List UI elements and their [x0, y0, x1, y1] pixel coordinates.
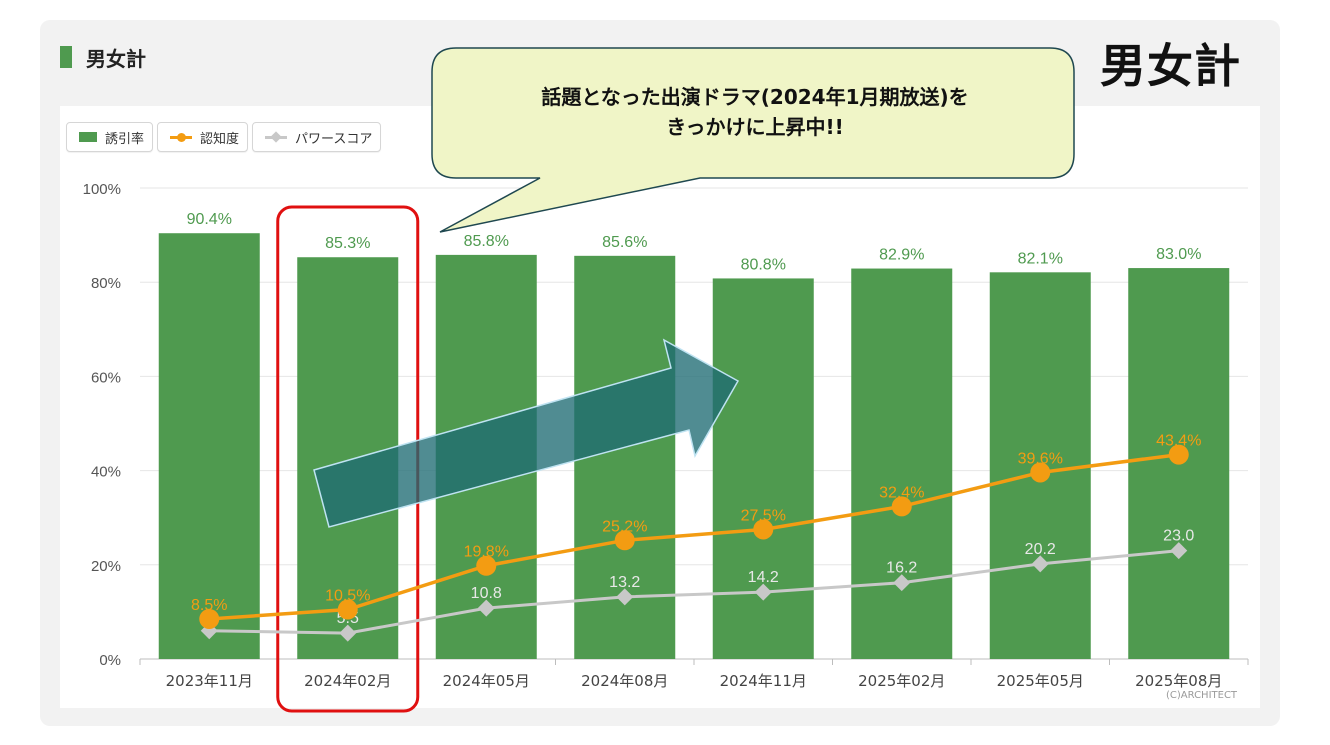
awareness-label: 10.5% — [325, 588, 370, 605]
callout-bubble — [431, 47, 1075, 233]
bar — [158, 233, 260, 659]
bar-label: 85.3% — [325, 235, 370, 252]
bar-label: 82.9% — [879, 247, 924, 264]
panel-title: 男女計 — [86, 46, 146, 71]
x-tick-label: 2024年08月 — [581, 672, 668, 690]
awareness-label: 27.5% — [741, 507, 786, 524]
bar — [851, 268, 953, 659]
big-title: 男女計 — [1100, 39, 1241, 93]
y-tick-label: 60% — [91, 369, 121, 386]
chart-legend: 誘引率 認知度 パワースコア — [66, 122, 382, 152]
bar — [712, 278, 814, 659]
power-point — [616, 588, 634, 606]
callout-text: 話題となった出演ドラマ(2024年1月期放送)を きっかけに上昇中!! — [440, 82, 1070, 142]
awareness-point — [1168, 444, 1189, 465]
x-tick-label: 2025年02月 — [858, 672, 945, 690]
power-label: 23.0 — [1163, 528, 1194, 545]
power-point — [339, 624, 357, 642]
awareness-point — [337, 599, 358, 620]
legend-bar-label: 誘引率 — [105, 131, 145, 147]
power-label: 10.8 — [471, 585, 502, 602]
power-point — [477, 599, 495, 617]
awareness-point — [199, 608, 220, 629]
power-label: 16.2 — [886, 560, 917, 577]
bar-label: 85.8% — [464, 233, 509, 250]
panel-header: 男女計 — [60, 44, 146, 71]
x-tick-label: 2023年11月 — [166, 672, 253, 690]
bar-label: 80.8% — [741, 256, 786, 273]
legend-item-power[interactable]: パワースコア — [252, 122, 382, 152]
legend-bar-swatch — [79, 132, 97, 142]
x-tick-label: 2025年05月 — [997, 672, 1084, 690]
power-label: 14.2 — [748, 569, 779, 586]
power-point — [754, 583, 772, 601]
legend-item-awareness[interactable]: 認知度 — [157, 122, 249, 152]
trend-arrow — [313, 338, 740, 528]
legend-power-label: パワースコア — [295, 131, 373, 147]
y-tick-label: 20% — [91, 558, 121, 575]
power-label: 13.2 — [609, 574, 640, 591]
x-tick-label: 2024年02月 — [304, 672, 391, 690]
awareness-label: 8.5% — [191, 597, 227, 614]
bar-label: 82.1% — [1018, 250, 1063, 267]
copyright: (C)ARCHITECT — [1166, 690, 1238, 701]
awareness-label: 32.4% — [879, 484, 924, 501]
power-label: 20.2 — [1025, 541, 1056, 558]
legend-awareness-swatch — [170, 132, 193, 142]
power-point — [1170, 542, 1188, 560]
y-tick-label: 100% — [83, 181, 121, 198]
awareness-label: 43.4% — [1156, 433, 1201, 450]
legend-awareness-label: 認知度 — [200, 131, 240, 147]
power-line — [209, 549, 1179, 635]
awareness-label: 19.8% — [464, 544, 509, 561]
awareness-point — [476, 555, 497, 576]
x-tick-label: 2024年11月 — [720, 672, 807, 690]
y-tick-label: 0% — [99, 652, 121, 669]
bar-label: 90.4% — [187, 211, 232, 228]
legend-item-bar[interactable]: 誘引率 — [66, 122, 154, 152]
awareness-point — [614, 530, 635, 551]
bar-label: 83.0% — [1156, 246, 1201, 263]
x-tick-label: 2024年05月 — [443, 672, 530, 690]
x-tick-label: 2025年08月 — [1135, 672, 1222, 690]
awareness-point — [1030, 462, 1051, 483]
bar-label: 85.6% — [602, 234, 647, 251]
power-point — [1031, 555, 1049, 573]
title-marker — [60, 46, 72, 68]
power-point — [893, 574, 911, 592]
awareness-label: 39.6% — [1018, 450, 1063, 467]
callout-line-2: きっかけに上昇中!! — [666, 115, 844, 139]
awareness-point — [891, 496, 912, 517]
y-tick-label: 80% — [91, 275, 121, 292]
awareness-point — [753, 519, 774, 540]
y-tick-label: 40% — [91, 464, 121, 481]
callout-line-1: 話題となった出演ドラマ(2024年1月期放送)を — [541, 85, 969, 109]
awareness-label: 25.2% — [602, 518, 647, 535]
legend-power-swatch — [265, 131, 288, 143]
awareness-line — [209, 452, 1179, 621]
